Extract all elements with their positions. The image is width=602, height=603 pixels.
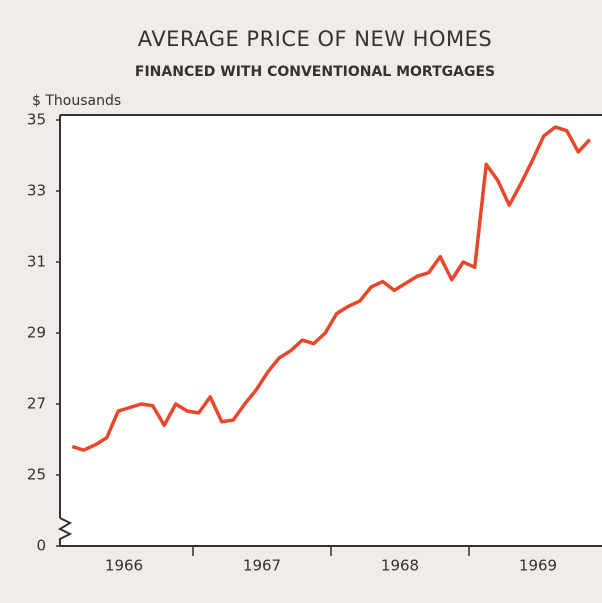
chart-subtitle: FINANCED WITH CONVENTIONAL MORTGAGES: [135, 64, 495, 80]
x-tick-label: 1966: [105, 557, 143, 575]
y-axis-label: $ Thousands: [32, 93, 121, 109]
axis-break: [57, 517, 73, 546]
y-tick-label: 29: [27, 324, 46, 342]
data-line: [71, 125, 592, 452]
y-tick-label: 27: [27, 395, 46, 413]
y-tick-label: 33: [27, 182, 46, 200]
x-tick-label: 1969: [519, 557, 557, 575]
y-tick-label: 0: [36, 537, 46, 555]
y-tick-label: 31: [27, 253, 46, 271]
y-tick-label: 25: [27, 466, 46, 484]
y-tick-label: 35: [27, 111, 46, 129]
plot-area: [60, 115, 602, 546]
chart-title: AVERAGE PRICE OF NEW HOMES: [138, 27, 492, 51]
x-tick-label: 1967: [243, 557, 281, 575]
x-tick-label: 1968: [381, 557, 419, 575]
